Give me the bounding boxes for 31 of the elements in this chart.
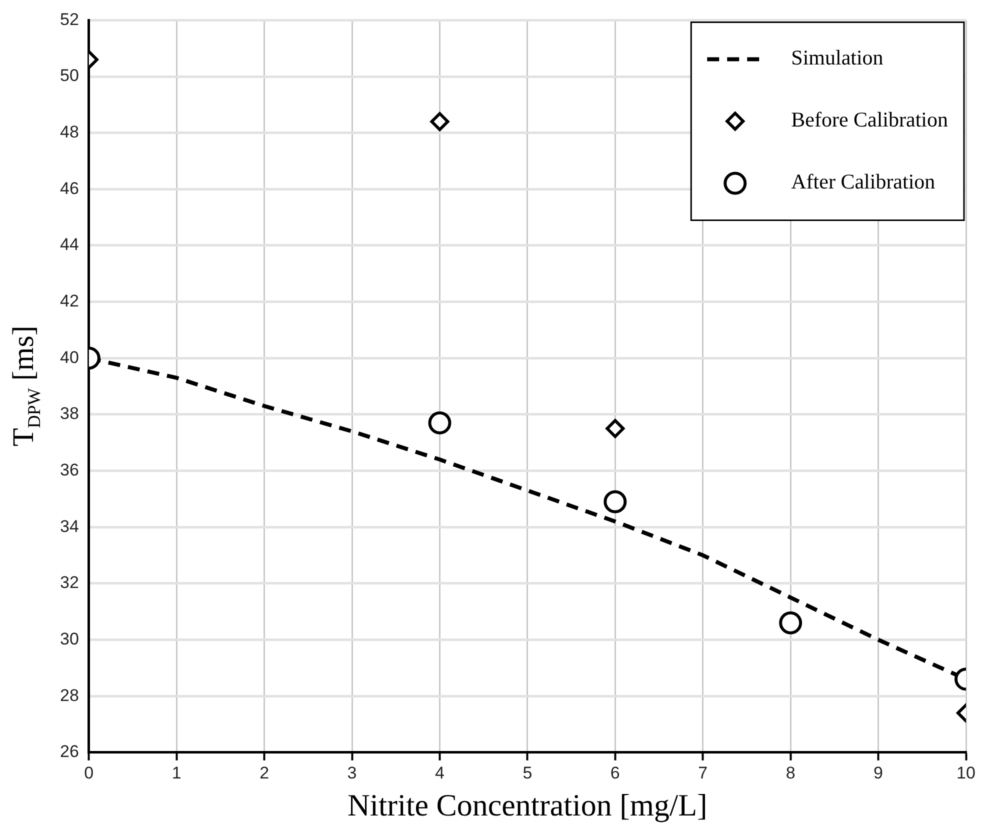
y-tick-label: 28 <box>60 686 79 705</box>
x-tick-label: 6 <box>610 763 620 782</box>
y-tick-label: 32 <box>60 573 79 592</box>
x-tick-label: 9 <box>874 763 884 782</box>
x-tick-label: 2 <box>260 763 270 782</box>
x-tick-label: 8 <box>786 763 796 782</box>
y-tick-label: 34 <box>60 516 79 536</box>
y-tick-label: 26 <box>60 742 79 762</box>
point <box>604 490 627 514</box>
y-tick-label: 46 <box>60 178 79 198</box>
y-tick-label: 36 <box>60 460 79 480</box>
x-tick-label: 10 <box>956 763 976 782</box>
x-axis-title: Nitrite Concentration [mg/L] <box>348 788 708 823</box>
legend-label: Before Calibration <box>791 108 948 132</box>
point <box>428 411 452 434</box>
y-tick-label: 44 <box>60 235 79 254</box>
x-tick-label: 5 <box>522 763 532 782</box>
legend-label: Simulation <box>791 46 884 70</box>
y-tick-label: 48 <box>60 122 79 142</box>
x-tick-label: 4 <box>435 763 444 782</box>
x-tick-label: 0 <box>84 763 94 782</box>
y-tick-label: 42 <box>60 292 79 311</box>
y-tick-label: 50 <box>60 66 79 86</box>
x-tick-label: 7 <box>698 763 708 782</box>
y-tick-label: 40 <box>60 348 79 367</box>
y-tick-label: 38 <box>60 404 79 424</box>
y-tick-label: 30 <box>60 629 79 648</box>
x-tick-label: 1 <box>172 763 182 782</box>
y-tick-label: 52 <box>60 10 79 29</box>
x-tick-label: 3 <box>347 763 357 782</box>
legend-label: After Calibration <box>791 170 936 194</box>
